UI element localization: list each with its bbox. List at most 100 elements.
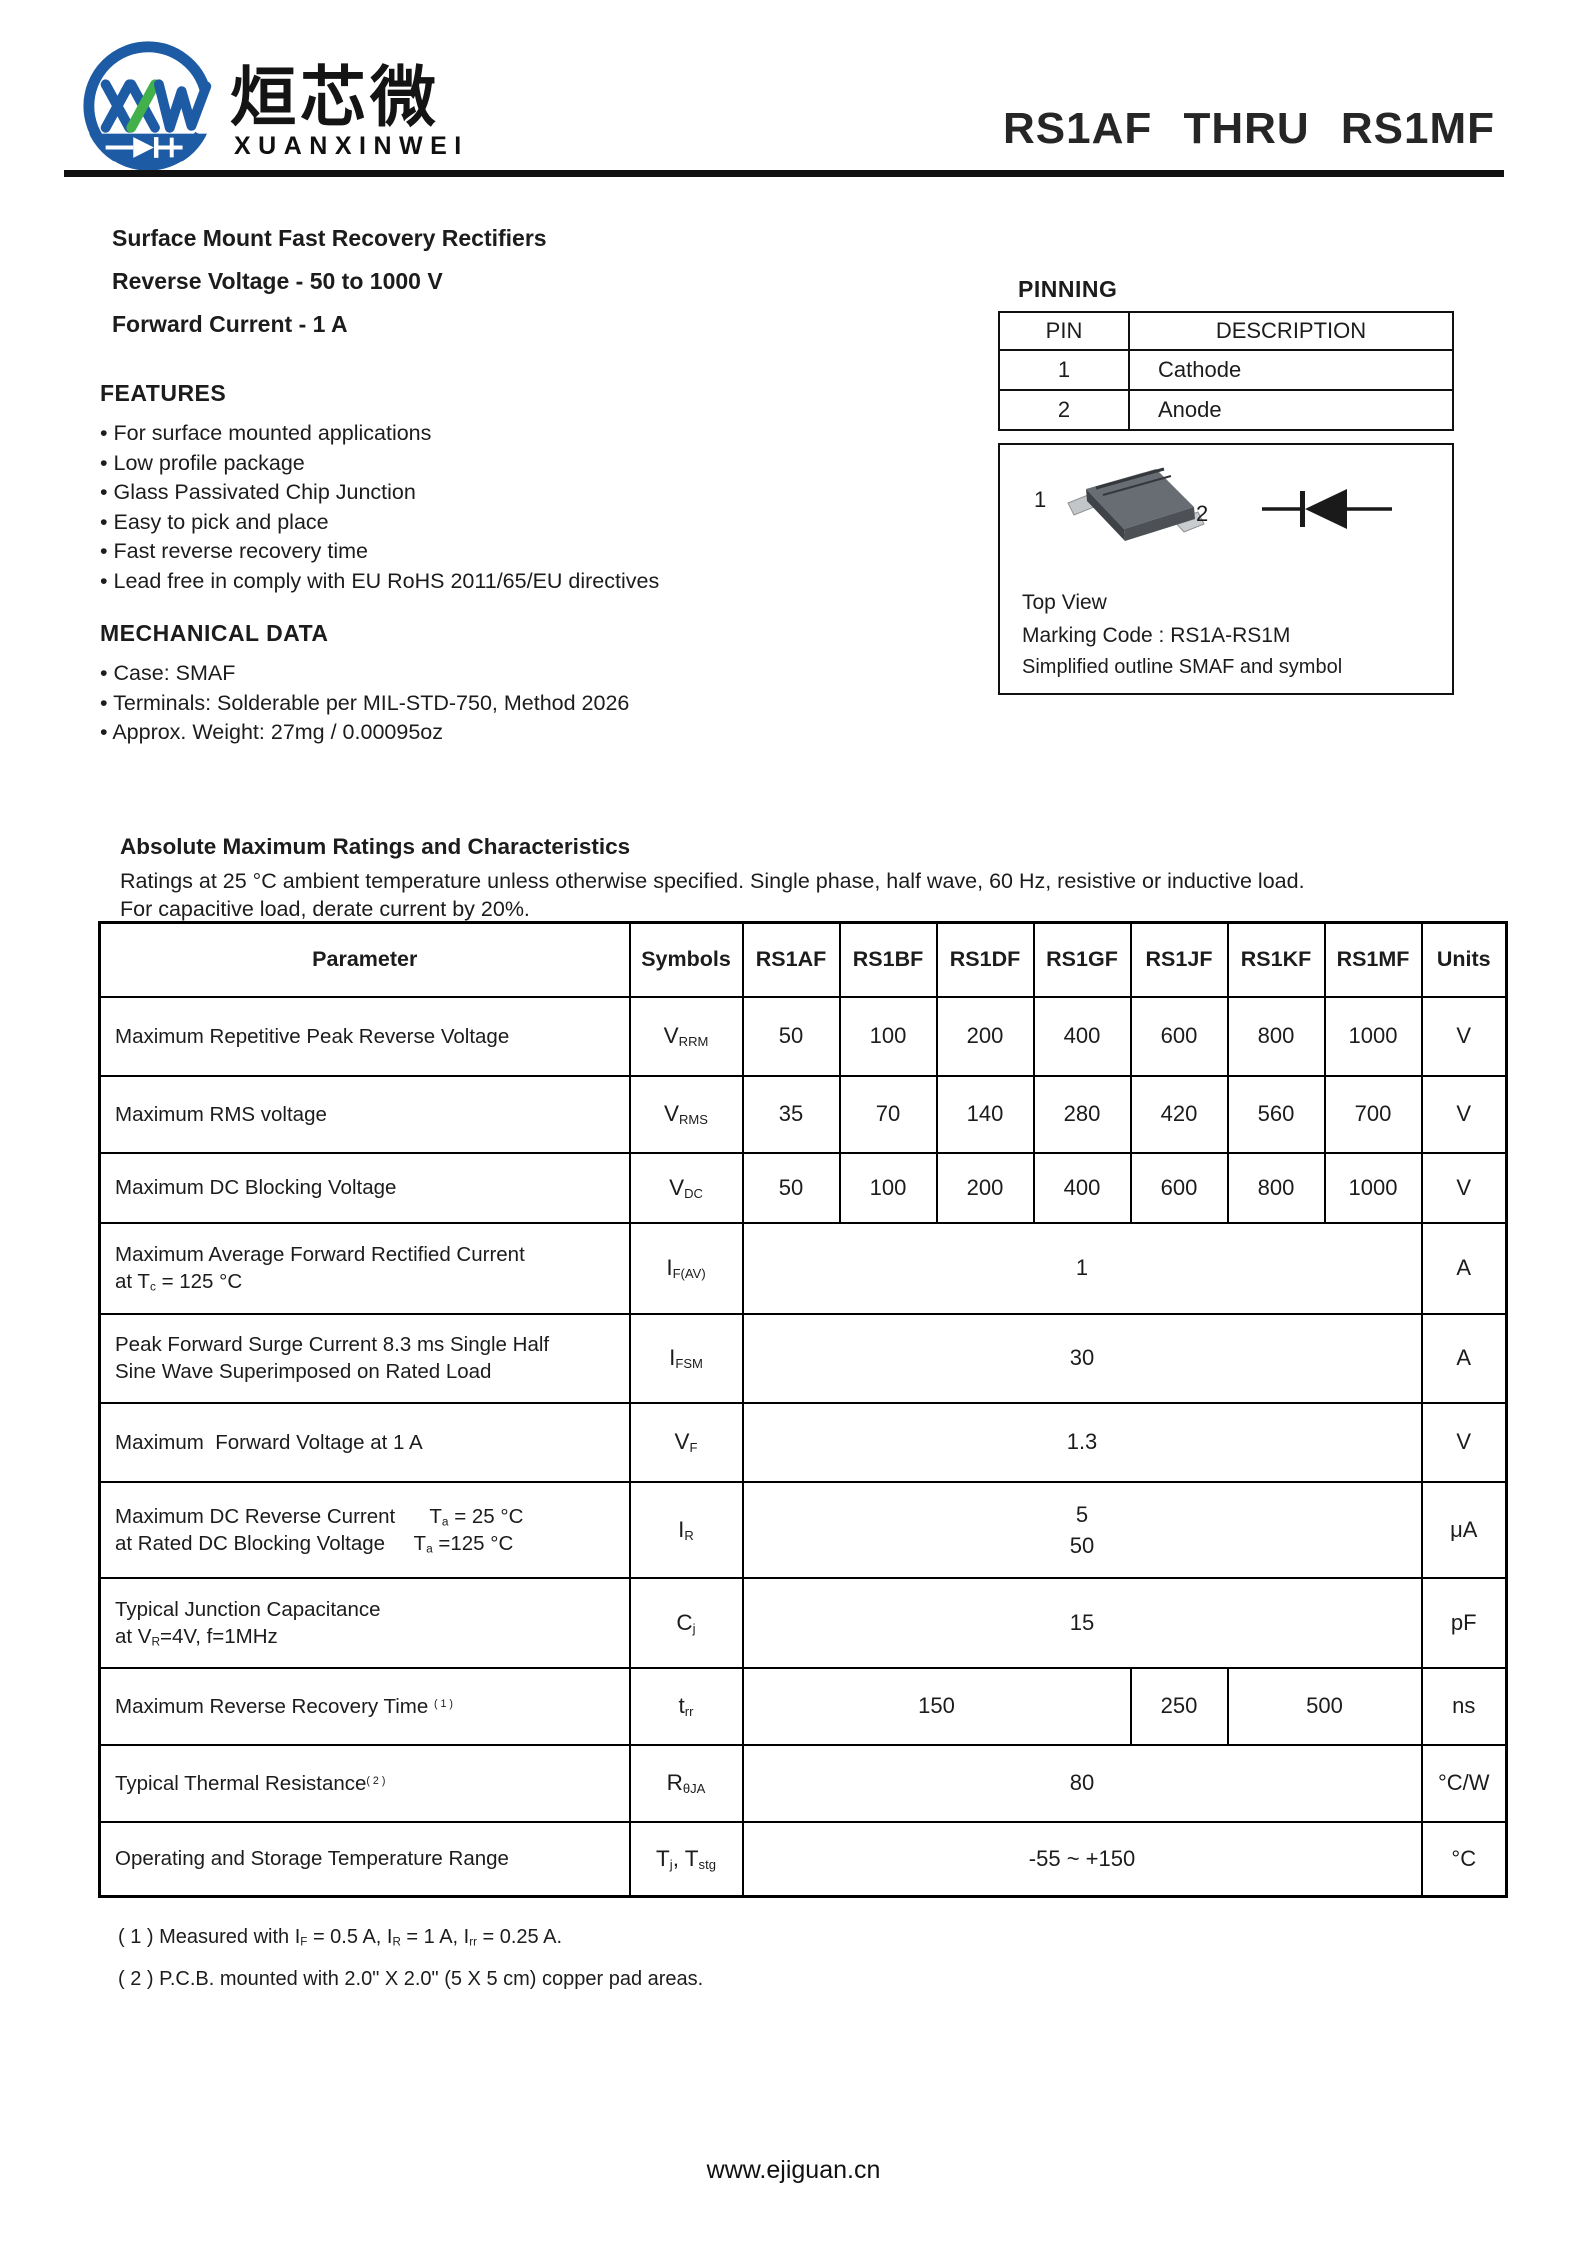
- unit-cell: pF: [1420, 1576, 1508, 1669]
- value-cell: 200: [935, 995, 1035, 1077]
- feature-item: • Easy to pick and place: [100, 509, 329, 534]
- value-cell: 420: [1129, 1074, 1229, 1154]
- features-heading: FEATURES: [100, 380, 227, 406]
- symbol-cell: VDC: [628, 1151, 744, 1224]
- value-cell: 200: [935, 1151, 1035, 1224]
- ratings-heading: Absolute Maximum Ratings and Characteris…: [120, 834, 631, 859]
- footnote-1: ( 1 ) Measured with IF = 0.5 A, IR = 1 A…: [118, 1926, 563, 1949]
- header-rs1df: RS1DF: [935, 921, 1035, 998]
- unit-cell: A: [1420, 1221, 1508, 1315]
- parameter-cell: Typical Junction Capacitance at VR=4V, f=…: [98, 1576, 631, 1669]
- pinning-table: PIN DESCRIPTION 1 Cathode 2 Anode: [998, 311, 1454, 431]
- table-row-vrrm: Maximum Repetitive Peak Reverse Voltage …: [98, 995, 1508, 1077]
- symbol-cell: Cj: [628, 1576, 744, 1669]
- value-cell: 600: [1129, 995, 1229, 1077]
- parameter-cell: Maximum Repetitive Peak Reverse Voltage: [98, 995, 631, 1077]
- value-cell: 30: [741, 1312, 1423, 1404]
- value-cell: 560: [1226, 1074, 1326, 1154]
- feature-item: • Low profile package: [100, 450, 305, 475]
- table-row-trr: Maximum Reverse Recovery Time ( 1 ) trr …: [98, 1666, 1508, 1746]
- summary-line-1: Surface Mount Fast Recovery Rectifiers: [112, 225, 547, 251]
- unit-cell: V: [1420, 1074, 1508, 1154]
- table-row-rthja: Typical Thermal Resistance( 2 ) RθJA 80 …: [98, 1743, 1508, 1823]
- symbol-cell: IF(AV): [628, 1221, 744, 1315]
- value-cell: 50: [741, 1151, 841, 1224]
- value-cell: 800: [1226, 995, 1326, 1077]
- parameter-cell: Maximum Forward Voltage at 1 A: [98, 1401, 631, 1483]
- summary-line-3: Forward Current - 1 A: [112, 311, 348, 337]
- unit-cell: μA: [1420, 1480, 1508, 1579]
- header-rs1mf: RS1MF: [1323, 921, 1423, 998]
- ratings-header-row: Parameter Symbols RS1AF RS1BF RS1DF RS1G…: [98, 921, 1508, 998]
- parameter-cell: Maximum DC Reverse Current Ta = 25 °C at …: [98, 1480, 631, 1579]
- symbol-cell: VRRM: [628, 995, 744, 1077]
- symbol-cell: RθJA: [628, 1743, 744, 1823]
- header-rs1gf: RS1GF: [1032, 921, 1132, 998]
- pin-description: Anode: [1128, 389, 1454, 431]
- package-caption-outline: Simplified outline SMAF and symbol: [1022, 656, 1343, 678]
- ratings-intro-line1: Ratings at 25 °C ambient temperature unl…: [120, 869, 1305, 893]
- symbol-cell: VF: [628, 1401, 744, 1483]
- symbol-cell: IFSM: [628, 1312, 744, 1404]
- value-cell: 35: [741, 1074, 841, 1154]
- symbol-cell: IR: [628, 1480, 744, 1579]
- table-row-cj: Typical Junction Capacitance at VR=4V, f=…: [98, 1576, 1508, 1669]
- ratings-table: Parameter Symbols RS1AF RS1BF RS1DF RS1G…: [98, 921, 1508, 1898]
- package-pin1-label: 1: [1034, 487, 1047, 512]
- value-cell: 5 50: [741, 1480, 1423, 1579]
- table-row-ir: Maximum DC Reverse Current Ta = 25 °C at …: [98, 1480, 1508, 1579]
- header-rs1bf: RS1BF: [838, 921, 938, 998]
- value-cell: 1.3: [741, 1401, 1423, 1483]
- parameter-cell: Maximum DC Blocking Voltage: [98, 1151, 631, 1224]
- table-row-ifav: Maximum Average Forward Rectified Curren…: [98, 1221, 1508, 1315]
- unit-cell: °C: [1420, 1820, 1508, 1898]
- pin-description: Cathode: [1128, 349, 1454, 391]
- parameter-cell: Maximum Average Forward Rectified Curren…: [98, 1221, 631, 1315]
- pinning-header-row: PIN DESCRIPTION: [998, 311, 1454, 351]
- symbol-cell: VRMS: [628, 1074, 744, 1154]
- pin-number: 2: [998, 389, 1130, 431]
- pin-column-header: PIN: [998, 311, 1130, 351]
- feature-item: • Lead free in comply with EU RoHS 2011/…: [100, 568, 660, 593]
- value-cell: 800: [1226, 1151, 1326, 1224]
- feature-item: • For surface mounted applications: [100, 421, 432, 445]
- parameter-cell: Operating and Storage Temperature Range: [98, 1820, 631, 1898]
- pinning-row: 1 Cathode: [998, 349, 1454, 391]
- summary-line-2: Reverse Voltage - 50 to 1000 V: [112, 268, 443, 294]
- parameter-cell: Maximum Reverse Recovery Time ( 1 ): [98, 1666, 631, 1746]
- value-cell: -55 ~ +150: [741, 1820, 1423, 1898]
- value-cell: 100: [838, 1151, 938, 1224]
- package-caption-marking-code: Marking Code : RS1A-RS1M: [1022, 624, 1291, 647]
- diode-symbol-icon: [1262, 489, 1392, 529]
- value-cell: 280: [1032, 1074, 1132, 1154]
- description-column-header: DESCRIPTION: [1128, 311, 1454, 351]
- package-pin2-label: 2: [1196, 501, 1209, 526]
- package-outline-box: 1 2 Top View Marking Code : RS1A-RS1M Si…: [998, 443, 1454, 695]
- value-cell: 80: [741, 1743, 1423, 1823]
- company-name-chinese: 烜芯微: [230, 59, 440, 136]
- parameter-cell: Maximum RMS voltage: [98, 1074, 631, 1154]
- header-parameter: Parameter: [98, 921, 631, 998]
- company-name-english: XUANXINWEI: [234, 132, 469, 160]
- unit-cell: V: [1420, 1401, 1508, 1483]
- unit-cell: °C/W: [1420, 1743, 1508, 1823]
- pin-number: 1: [998, 349, 1130, 391]
- header-units: Units: [1420, 921, 1508, 998]
- table-row-vrms: Maximum RMS voltage VRMS 35 70 140 280 4…: [98, 1074, 1508, 1154]
- feature-item: • Fast reverse recovery time: [100, 539, 368, 563]
- header-rs1kf: RS1KF: [1226, 921, 1326, 998]
- symbol-cell: Tj, Tstg: [628, 1820, 744, 1898]
- value-cell: 400: [1032, 995, 1132, 1077]
- unit-cell: A: [1420, 1312, 1508, 1404]
- mechanical-item: • Terminals: Solderable per MIL-STD-750,…: [100, 690, 630, 715]
- value-cell: 500: [1226, 1666, 1423, 1746]
- value-cell: 70: [838, 1074, 938, 1154]
- smaf-package-icon: [1067, 467, 1205, 541]
- value-cell: 700: [1323, 1074, 1423, 1154]
- value-cell: 50: [741, 995, 841, 1077]
- value-cell: 1: [741, 1221, 1423, 1315]
- company-logo-icon: [83, 41, 213, 171]
- summary-block: Surface Mount Fast Recovery Rectifiers R…: [112, 226, 547, 355]
- value-cell: 1000: [1323, 1151, 1423, 1224]
